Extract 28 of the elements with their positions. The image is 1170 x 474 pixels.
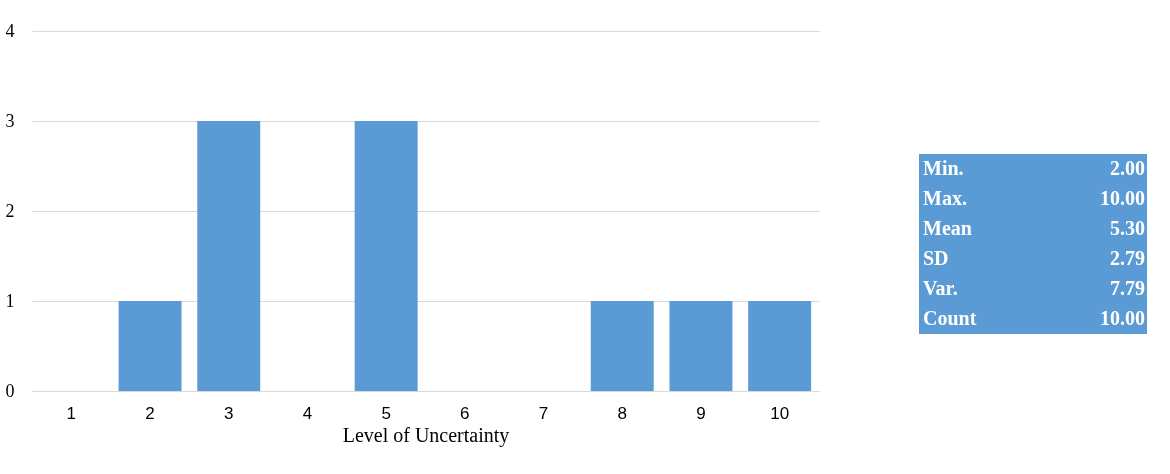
- x-tick-label: 8: [617, 403, 627, 423]
- x-tick-label: 9: [696, 403, 706, 423]
- category-label: Count: [923, 307, 977, 329]
- x-tick-label: 7: [538, 403, 549, 423]
- y-tick-label: 0: [5, 380, 15, 401]
- x-tick-label: 5: [381, 403, 391, 423]
- y-tick-label: 3: [5, 110, 15, 131]
- x-tick-label: 2: [145, 403, 155, 423]
- x-axis-title: Level of Uncertainty: [342, 423, 510, 447]
- category-label: SD: [923, 247, 949, 269]
- category-label: Min.: [923, 157, 964, 179]
- x-tick-label: 3: [224, 403, 234, 423]
- x-tick-label: 4: [302, 403, 313, 423]
- x-tick-label: 10: [770, 403, 790, 423]
- y-tick-label: 4: [5, 20, 15, 41]
- category-label: Max.: [923, 187, 967, 209]
- y-tick-label: 1: [5, 290, 15, 311]
- text: 2.79: [1110, 247, 1145, 269]
- text: 7.79: [1110, 277, 1145, 299]
- text: 5.30: [1110, 217, 1145, 239]
- category-label: Mean: [923, 217, 972, 239]
- category-label: Var.: [923, 277, 958, 299]
- x-tick-label: 6: [460, 403, 470, 423]
- text: 2.00: [1110, 157, 1145, 179]
- text: 10.00: [1100, 307, 1145, 329]
- y-tick-label: 2: [5, 200, 15, 221]
- text: 10.00: [1100, 187, 1145, 209]
- x-tick-label: 1: [66, 403, 77, 423]
